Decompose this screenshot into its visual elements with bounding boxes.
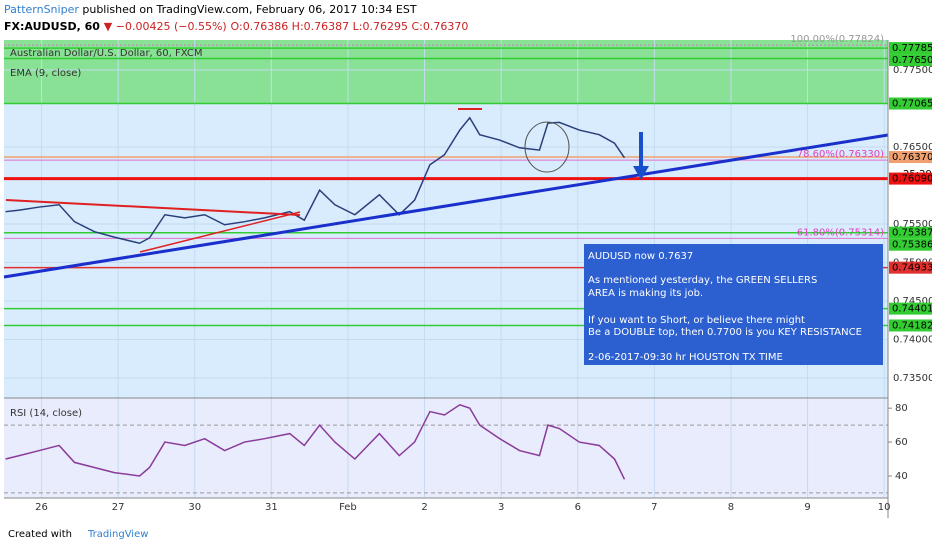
header-line: PatternSniper published on TradingView.c…: [4, 3, 417, 16]
change: ▼ −0.00425 (−0.55%): [103, 20, 227, 33]
y-tick-label: 0.74000: [893, 334, 932, 345]
x-tick-label: 6: [575, 502, 581, 513]
price-tag-label: 0.75386: [892, 240, 932, 251]
symbol-line: FX:AUDUSD, 60 ▼ −0.00425 (−0.55%) O:0.76…: [4, 20, 468, 33]
x-tick-label: 3: [498, 502, 504, 513]
annotation-text: If you want to Short, or believe there m…: [588, 315, 805, 326]
x-tick-label: 9: [804, 502, 810, 513]
footer-brand[interactable]: TradingView: [87, 529, 148, 540]
fib-label: 61.80%(0.75314): [797, 227, 884, 238]
price-tag: [889, 319, 932, 332]
price-tag-label: 0.76370: [892, 152, 932, 163]
x-tick-label: 10: [878, 502, 891, 513]
rsi-tick-label: 40: [895, 471, 908, 482]
series-line: [5, 403, 626, 480]
annotation-text: 2-06-2017-09:30 hr HOUSTON TX TIME: [588, 352, 783, 363]
x-tick-label: 8: [728, 502, 734, 513]
chart-title: Australian Dollar/U.S. Dollar, 60, FXCM: [10, 48, 202, 59]
fib-label: 100.00%(0.77824): [790, 34, 884, 45]
price-tag-label: 0.77065: [892, 99, 932, 110]
rsi-tick-label: 60: [895, 437, 908, 448]
price-tag: [889, 226, 932, 239]
price-tag: [889, 238, 932, 251]
price-tag: [889, 97, 932, 110]
indicator-label: EMA (9, close): [10, 68, 81, 79]
x-tick-label: 27: [112, 502, 125, 513]
author[interactable]: PatternSniper: [4, 3, 79, 16]
y-tick-label: 0.74500: [893, 296, 932, 307]
sellers-zone: [4, 40, 888, 104]
series-line: [5, 116, 626, 245]
x-tick-label: 7: [651, 502, 657, 513]
published: published on TradingView.com, February 0…: [82, 3, 417, 16]
price-tag: [889, 172, 932, 185]
y-tick-label: 0.77500: [893, 65, 932, 76]
annotation-box: [584, 244, 883, 365]
red-trend-line: [139, 211, 301, 253]
price-tag-label: 0.74933: [892, 263, 932, 274]
ellipse: [524, 121, 570, 173]
x-tick-label: Feb: [339, 502, 357, 513]
price-tag-label: 0.74182: [892, 320, 932, 331]
annotation-text: AUDUSD now 0.7637: [588, 251, 693, 262]
x-tick-label: 26: [35, 502, 48, 513]
ohlc: O:0.76386 H:0.76387 L:0.76295 C:0.76370: [230, 20, 469, 33]
x-tick-label: 2: [421, 502, 427, 513]
price-tag: [889, 261, 932, 274]
price-tag-label: 0.77650: [892, 55, 932, 66]
price-tag: [889, 54, 932, 67]
x-tick-label: 31: [265, 502, 278, 513]
annotation-text: AREA is making its job.: [588, 288, 703, 299]
price-tag: [889, 302, 932, 315]
price-tag-label: 0.75387: [892, 228, 932, 239]
x-tick-label: 30: [188, 502, 201, 513]
rsi-pane: [4, 398, 888, 498]
price-tag-label: 0.74401: [892, 304, 932, 315]
price-tag: [889, 151, 932, 164]
footer-created: Created with: [8, 529, 72, 540]
annotation-text: As mentioned yesterday, the GREEN SELLER…: [588, 275, 817, 286]
symbol: FX:AUDUSD, 60: [4, 20, 100, 33]
annotation-text: Be a DOUBLE top, then 0.7700 is you KEY …: [588, 327, 862, 338]
rsi-tick-label: 80: [895, 403, 908, 414]
price-tag-label: 0.77785: [892, 43, 932, 54]
trend-line: [3, 133, 889, 279]
y-tick-label: 0.73500: [893, 373, 932, 384]
y-tick-label: 0.76500: [893, 142, 932, 153]
red-trend-line: [5, 199, 301, 216]
price-tag: [889, 42, 932, 55]
rsi-title: RSI (14, close): [10, 408, 82, 419]
arrow-head: [633, 166, 649, 180]
fib-label: 78.60%(0.76330): [797, 149, 884, 160]
y-tick-label: 0.75500: [893, 219, 932, 230]
price-tag-label: 0.76090: [892, 174, 932, 185]
